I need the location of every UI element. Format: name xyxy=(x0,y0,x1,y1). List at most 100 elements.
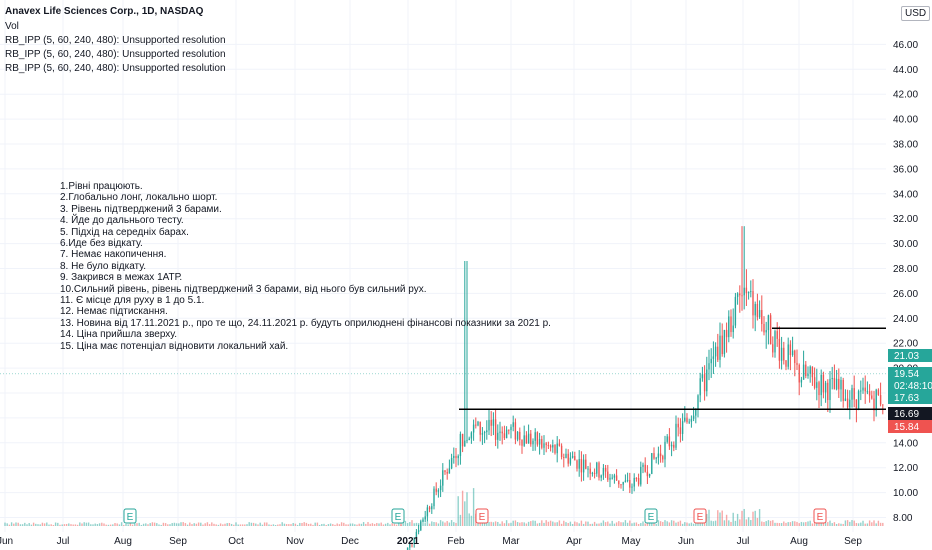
y-tick-label: 28.00 xyxy=(893,264,918,275)
volume-bar xyxy=(774,522,776,526)
candle-body xyxy=(846,398,849,408)
candle-body xyxy=(446,472,448,474)
volume-bar xyxy=(622,522,624,526)
volume-bar xyxy=(811,523,814,526)
volume-bar xyxy=(261,524,264,526)
y-tick-label: 24.00 xyxy=(893,314,918,325)
volume-bar xyxy=(50,524,52,526)
candle-body xyxy=(541,439,543,448)
volume-bar xyxy=(508,523,510,526)
volume-bar xyxy=(367,522,369,526)
price-label-bg xyxy=(888,391,932,404)
volume-bar xyxy=(129,522,132,526)
volume-bar xyxy=(290,524,292,526)
volume-bar xyxy=(800,521,803,526)
candle-body xyxy=(829,378,831,401)
volume-bar xyxy=(323,523,325,526)
volume-bar xyxy=(382,524,385,526)
volume-bar xyxy=(831,523,833,526)
candle-body xyxy=(844,398,847,401)
volume-bar xyxy=(728,520,730,526)
volume-bar xyxy=(692,523,695,526)
volume-bar xyxy=(112,524,114,526)
volume-bar xyxy=(279,524,281,526)
volume-bar xyxy=(794,521,796,526)
candle-body xyxy=(501,431,503,434)
candle-body xyxy=(745,287,748,294)
volume-bar xyxy=(241,524,244,526)
volume-bar xyxy=(167,524,169,526)
candle-body xyxy=(593,472,596,474)
volume-bar xyxy=(798,523,800,526)
volume-bar xyxy=(538,522,541,526)
volume-bar xyxy=(725,514,728,526)
candle-body xyxy=(609,477,611,480)
volume-bar xyxy=(846,520,849,526)
volume-bar xyxy=(237,524,239,526)
volume-bar xyxy=(677,521,679,526)
candle-body xyxy=(596,462,598,474)
volume-bar xyxy=(35,523,37,526)
volume-bar xyxy=(74,524,77,526)
candle-body xyxy=(868,391,871,396)
volume-bar xyxy=(589,523,591,526)
volume-bar xyxy=(598,523,600,526)
volume-bar xyxy=(391,523,393,526)
note-item: 9. Закрився в межах 1АТР. xyxy=(60,272,183,284)
volume-bar xyxy=(772,520,774,526)
volume-bar xyxy=(37,524,39,526)
candle-body xyxy=(728,316,730,338)
volume-bar xyxy=(444,522,446,526)
earnings-badge xyxy=(813,508,827,524)
candle-body xyxy=(494,419,497,440)
volume-bar xyxy=(695,522,697,526)
volume-bar xyxy=(30,524,33,526)
volume-bar xyxy=(446,521,448,526)
candle-body xyxy=(536,432,539,445)
volume-bar xyxy=(8,524,11,526)
candle-body xyxy=(816,382,818,388)
candle-body xyxy=(554,444,556,454)
volume-bar xyxy=(417,523,420,526)
candle-body xyxy=(827,382,829,401)
volume-bar xyxy=(717,510,719,526)
y-tick-label: 8.00 xyxy=(893,513,913,524)
note-item: 2.Глобально лонг, локально шорт. xyxy=(60,192,218,204)
price-label-bg xyxy=(888,367,932,380)
volume-bar xyxy=(750,520,752,526)
candle-body xyxy=(763,323,765,333)
earnings-label: E xyxy=(648,512,655,523)
volume-bar xyxy=(142,523,145,526)
candle-body xyxy=(835,378,838,390)
candle-body xyxy=(490,419,492,426)
candle-body xyxy=(866,391,869,393)
candle-body xyxy=(455,455,457,459)
volume-bar xyxy=(805,522,807,526)
candle-body xyxy=(783,347,785,361)
volume-bar xyxy=(184,523,187,526)
volume-bar xyxy=(609,523,611,526)
volume-bar xyxy=(107,524,110,526)
candle-body xyxy=(666,436,668,442)
volume-bar xyxy=(844,520,847,526)
candle-body xyxy=(635,477,638,479)
candle-body xyxy=(657,453,660,458)
x-tick-label: Aug xyxy=(790,536,808,547)
candle-body xyxy=(688,421,690,423)
candle-body xyxy=(492,419,495,426)
volume-bar xyxy=(371,523,374,526)
candle-body xyxy=(692,415,695,419)
y-tick-label: 40.00 xyxy=(893,115,918,126)
currency-button[interactable]: USD xyxy=(901,6,931,21)
candle-body xyxy=(604,468,607,472)
candle-body xyxy=(653,453,655,459)
volume-bar xyxy=(477,523,479,526)
x-tick-label: Jul xyxy=(737,536,750,547)
volume-bar xyxy=(824,522,827,526)
candle-body xyxy=(626,480,629,482)
candle-body xyxy=(805,364,807,377)
volume-bar xyxy=(468,513,470,526)
candle-body xyxy=(437,490,440,492)
candle-body xyxy=(563,457,565,459)
